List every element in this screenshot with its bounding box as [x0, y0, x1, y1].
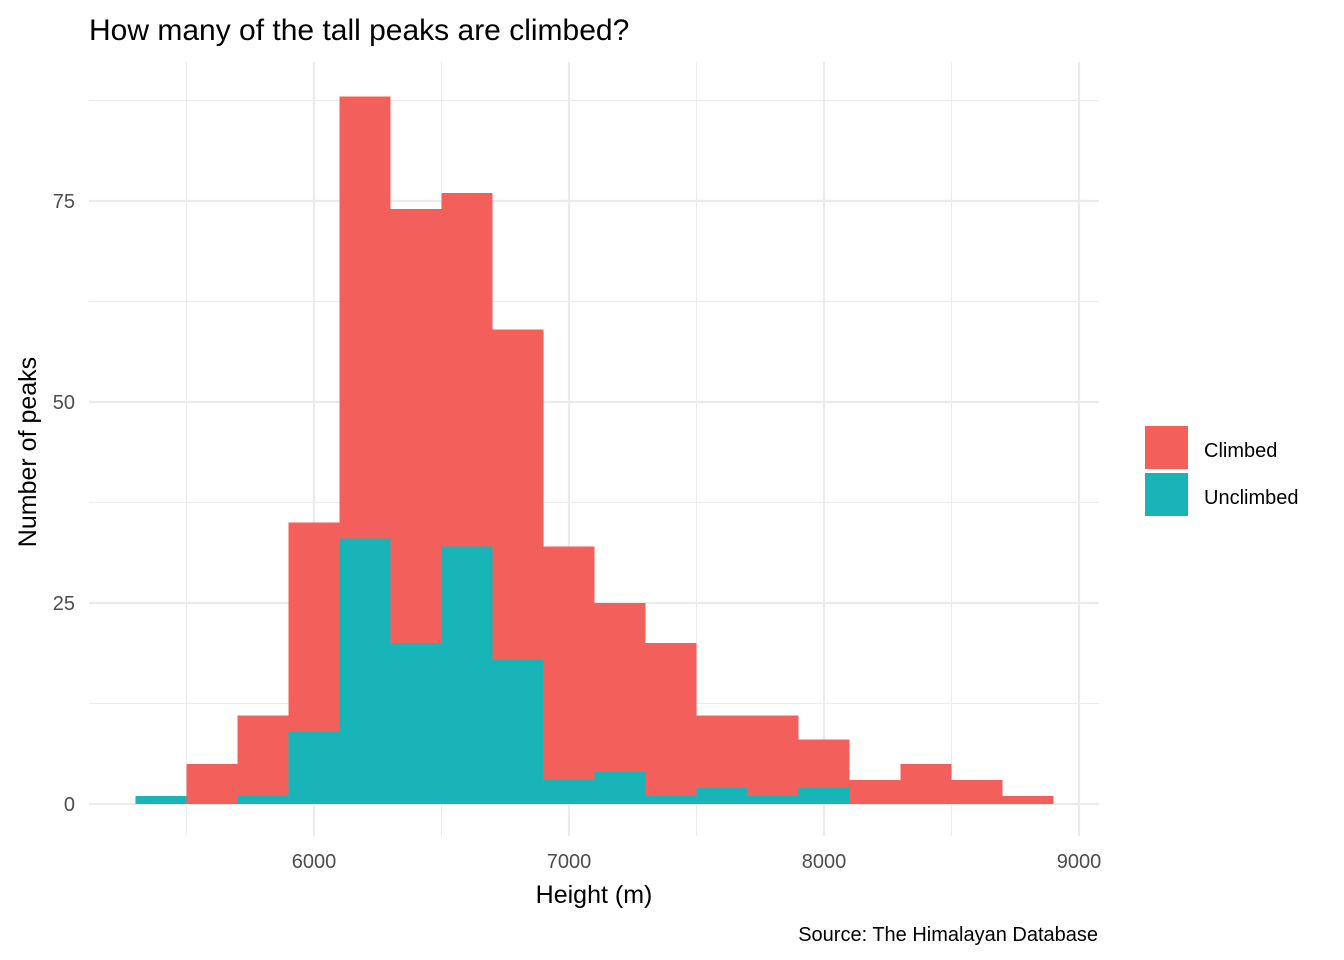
legend-label-climbed: Climbed [1204, 440, 1277, 462]
bar-climbed [696, 715, 748, 788]
bar-climbed [900, 763, 952, 804]
x-tick-label: 6000 [292, 851, 337, 873]
bar-unclimbed [237, 795, 289, 804]
legend-swatch-unclimbed [1145, 473, 1188, 516]
x-tick-label: 8000 [802, 851, 847, 873]
bar-climbed [390, 209, 442, 644]
bar-climbed [849, 779, 901, 804]
bar-unclimbed [390, 643, 442, 804]
y-tick-label: 25 [53, 593, 75, 615]
bar-unclimbed [594, 771, 646, 804]
bar-unclimbed [492, 659, 544, 804]
x-axis-title: Height (m) [536, 881, 653, 909]
bar-climbed [543, 546, 595, 780]
legend-label-unclimbed: Unclimbed [1204, 487, 1298, 509]
y-axis-title: Number of peaks [14, 357, 42, 547]
bar-unclimbed [441, 546, 493, 804]
bar-climbed [186, 763, 238, 804]
y-axis-ticks: 0 25 50 75 [53, 191, 75, 816]
bar-climbed [492, 329, 544, 660]
bar-unclimbed [696, 787, 748, 804]
chart-title: How many of the tall peaks are climbed? [89, 14, 629, 47]
y-tick-label: 75 [53, 191, 75, 213]
bar-climbed [747, 715, 799, 796]
y-tick-label: 50 [53, 392, 75, 414]
x-axis-ticks: 6000 7000 8000 9000 [292, 851, 1102, 873]
legend-swatch-climbed [1145, 426, 1188, 469]
bar-climbed [798, 739, 850, 788]
bar-unclimbed [798, 787, 850, 804]
bar-unclimbed [543, 779, 595, 804]
bar-climbed [441, 192, 493, 547]
bar-climbed [237, 715, 289, 796]
bars-layer [135, 96, 1054, 804]
bar-climbed [594, 603, 646, 772]
bar-unclimbed [339, 538, 391, 804]
legend: Climbed Unclimbed [1145, 426, 1298, 516]
y-tick-label: 0 [64, 794, 75, 816]
x-tick-label: 7000 [547, 851, 592, 873]
bar-unclimbed [747, 795, 799, 804]
x-tick-label: 9000 [1057, 851, 1102, 873]
bar-unclimbed [645, 795, 697, 804]
bar-climbed [1002, 795, 1054, 804]
bar-climbed [339, 96, 391, 539]
bar-unclimbed [288, 731, 340, 804]
bar-climbed [951, 779, 1003, 804]
bar-climbed [288, 522, 340, 732]
caption: Source: The Himalayan Database [798, 924, 1098, 946]
bar-climbed [645, 643, 697, 796]
bar-unclimbed [135, 795, 187, 804]
